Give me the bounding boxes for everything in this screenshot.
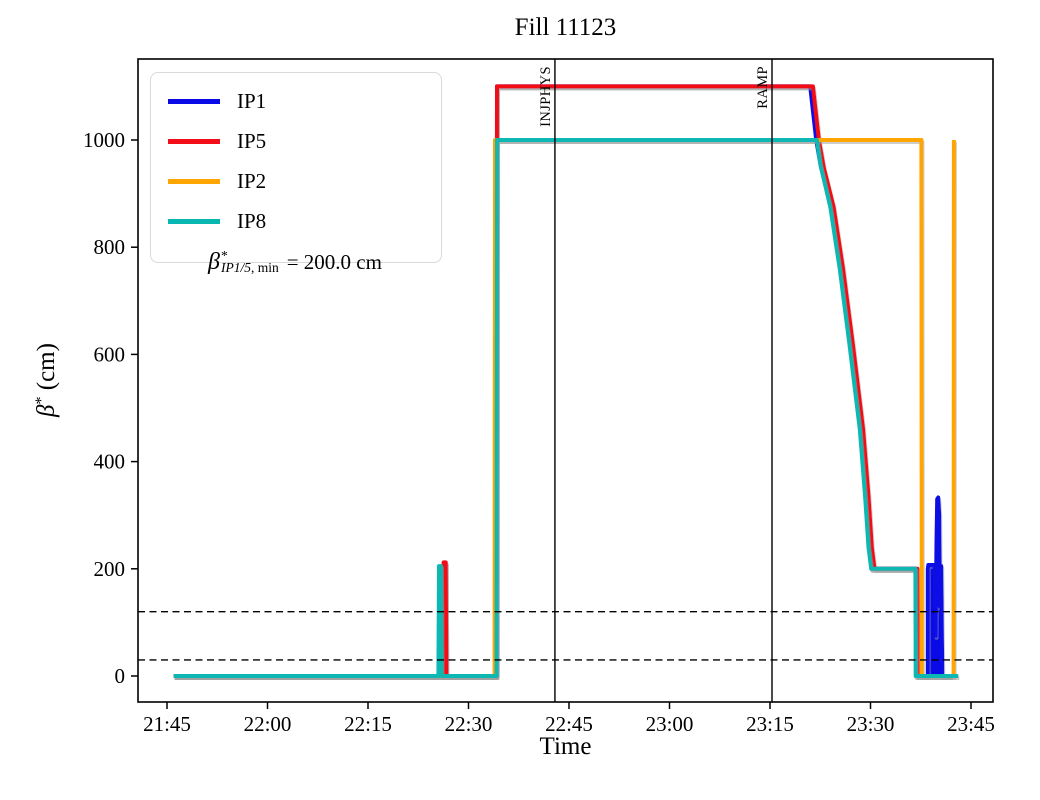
legend-label-ip8: IP8 <box>237 208 267 233</box>
x-tick-label: 22:45 <box>545 712 593 736</box>
legend-swatch-ip5 <box>168 138 220 144</box>
annotation-value: = 200.0 cm <box>286 249 382 274</box>
legend-item-ip8: IP8 <box>161 201 441 241</box>
x-tick-label: 23:00 <box>646 712 694 736</box>
legend-swatch-ip2 <box>168 178 220 184</box>
y-axis-label: β* (cm) <box>33 343 61 417</box>
chart-title: Fill 11123 <box>514 14 617 41</box>
legend-label-ip5: IP5 <box>237 128 267 153</box>
x-tick-label: 22:00 <box>244 712 292 736</box>
y-tick-label: 600 <box>94 342 126 366</box>
event-label-ramp: RAMP <box>755 66 771 109</box>
series-ip5-line <box>173 84 953 678</box>
legend-swatch-ip1 <box>168 98 220 104</box>
legend: IP1 IP5 IP2 IP8 β * IP1/5, min = 200.0 cm <box>150 72 442 275</box>
y-axis-beta-symbol: β <box>33 404 60 417</box>
y-axis-beta-star: * <box>33 396 50 405</box>
legend-item-ip1: IP1 <box>161 81 441 121</box>
legend-label-ip2: IP2 <box>237 168 267 193</box>
x-tick-label: 23:15 <box>746 712 794 736</box>
event-label-injphys: INJPHYS <box>538 66 554 127</box>
legend-label-ip1: IP1 <box>237 88 267 113</box>
x-axis-label: Time <box>539 733 592 760</box>
y-tick-label: 200 <box>94 557 126 581</box>
annotation-subsup: * IP1/5, min <box>220 248 279 275</box>
legend-swatch-ip8 <box>168 218 220 224</box>
x-tick-label: 22:15 <box>344 712 392 736</box>
y-tick-label: 1000 <box>83 128 125 152</box>
series-ip8-line <box>173 138 959 678</box>
annotation-beta-symbol: β <box>208 248 220 275</box>
legend-item-ip5: IP5 <box>161 121 441 161</box>
x-tick-label: 21:45 <box>143 712 191 736</box>
y-tick-label: 400 <box>94 450 126 474</box>
x-tick-label: 22:30 <box>445 712 493 736</box>
axes-spines <box>137 58 994 703</box>
x-tick-label: 23:45 <box>947 712 995 736</box>
y-axis-unit: (cm) <box>33 343 60 397</box>
x-tick-label: 23:30 <box>847 712 895 736</box>
legend-item-ip2: IP2 <box>161 161 441 201</box>
y-tick-label: 800 <box>94 235 126 259</box>
legend-annotation-beta-min: β * IP1/5, min = 200.0 cm <box>161 241 441 283</box>
y-tick-label: 0 <box>115 664 126 688</box>
